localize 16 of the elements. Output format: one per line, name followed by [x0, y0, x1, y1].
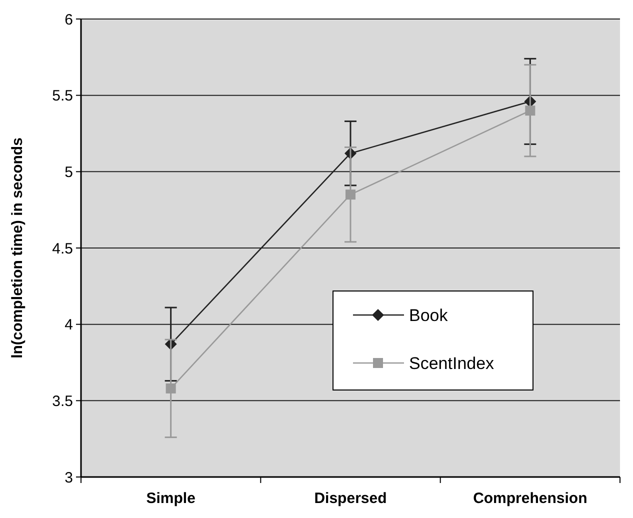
y-tick-label: 5 — [64, 164, 73, 181]
legend-label: ScentIndex — [409, 354, 495, 373]
y-axis-title: ln(completion time) in seconds — [9, 138, 26, 358]
y-tick-label: 5.5 — [52, 88, 73, 105]
y-tick-label: 3.5 — [52, 392, 73, 410]
y-tick-label: 4.5 — [52, 240, 73, 258]
point — [346, 190, 356, 200]
x-tick-label: Comprehension — [473, 490, 588, 507]
x-tick-label: Simple — [146, 490, 196, 507]
y-tick-label: 4 — [64, 316, 73, 334]
point — [166, 383, 176, 394]
y-tick-label: 3 — [64, 469, 73, 486]
legend-label: Book — [409, 306, 448, 325]
y-tick-label: 6 — [64, 11, 73, 28]
point — [525, 106, 536, 116]
x-tick-label: Dispersed — [314, 490, 387, 507]
